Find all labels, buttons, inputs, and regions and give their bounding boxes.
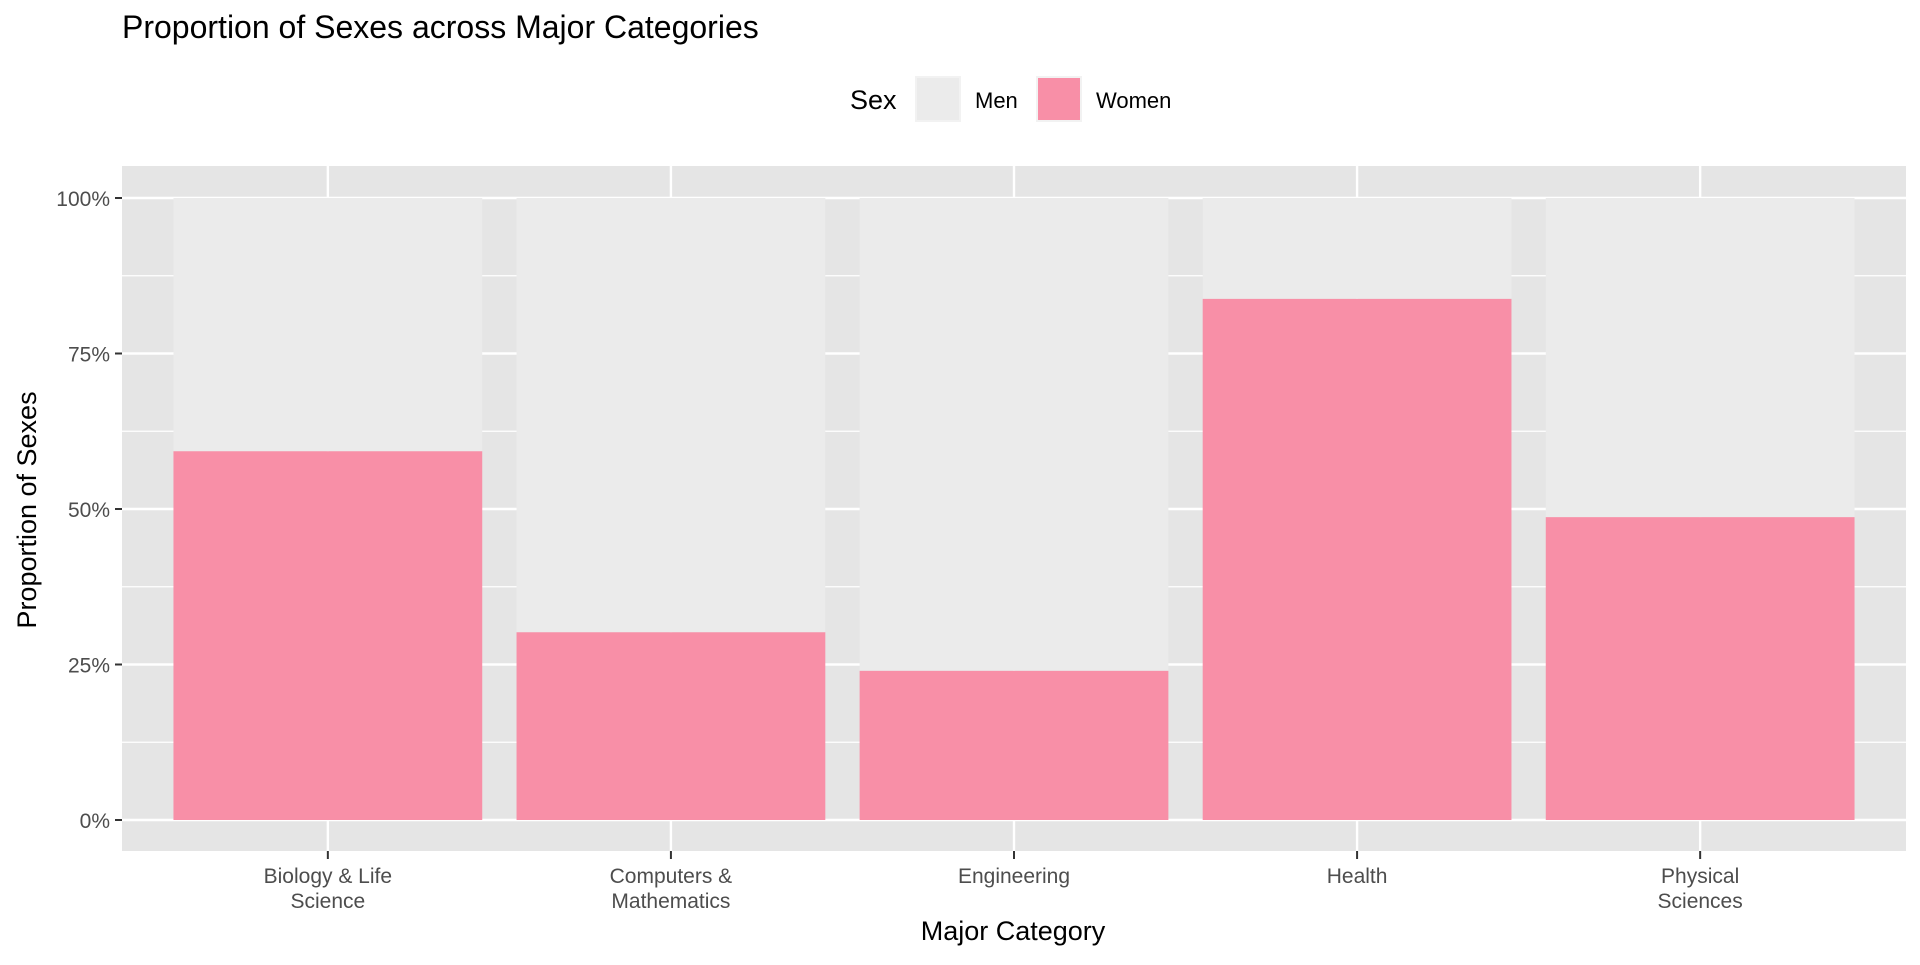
chart-title: Proportion of Sexes across Major Categor… (122, 9, 759, 45)
y-tick-label: 100% (56, 188, 110, 211)
y-axis-label: Proportion of Sexes (12, 391, 42, 628)
bar-women (1545, 517, 1855, 820)
legend-key-men (917, 78, 959, 120)
x-tick-label-line: Science (290, 890, 365, 913)
y-tick-label: 0% (80, 810, 110, 833)
bar-men (859, 198, 1169, 671)
x-tick-label-line: Mathematics (611, 890, 730, 913)
bar-men (1202, 198, 1512, 299)
x-tick-label: Physical Sciences (1658, 865, 1743, 913)
x-tick-label: Biology & Life Science (264, 865, 392, 913)
legend-label-women: Women (1096, 88, 1171, 113)
y-tick-label: 25% (68, 655, 110, 678)
bar-men (173, 198, 483, 452)
bar-women (516, 632, 826, 820)
bar-women (1202, 298, 1512, 820)
x-tick-label-line: Computers & (610, 865, 733, 888)
y-tick-label: 75% (68, 344, 110, 367)
y-tick-label: 50% (68, 499, 110, 522)
x-tick-label-line: Biology & Life (264, 865, 392, 888)
x-tick-label-line: Health (1327, 865, 1388, 888)
legend-key-women (1038, 78, 1080, 120)
x-axis: Biology & Life Science Computers & Mathemat… (264, 851, 1743, 913)
legend-title: Sex (850, 85, 897, 115)
x-tick-label-line: Sciences (1658, 890, 1743, 913)
x-tick-label-line: Physical (1661, 865, 1739, 888)
x-tick-label: Engineering (958, 865, 1070, 888)
bar-women (859, 670, 1169, 820)
x-tick-label: Health (1327, 865, 1388, 888)
legend: Sex Men Women (850, 76, 1171, 122)
legend-label-men: Men (975, 88, 1018, 113)
x-tick-label-line: Engineering (958, 865, 1070, 888)
bar-men (1545, 198, 1855, 518)
y-axis: 0% 25% 50% 75% 100% (56, 188, 122, 833)
bar-women (173, 451, 483, 820)
x-tick-label: Computers & Mathematics (610, 865, 733, 913)
x-axis-label: Major Category (921, 916, 1106, 946)
plot-panel (122, 166, 1906, 851)
bar-men (516, 198, 826, 633)
